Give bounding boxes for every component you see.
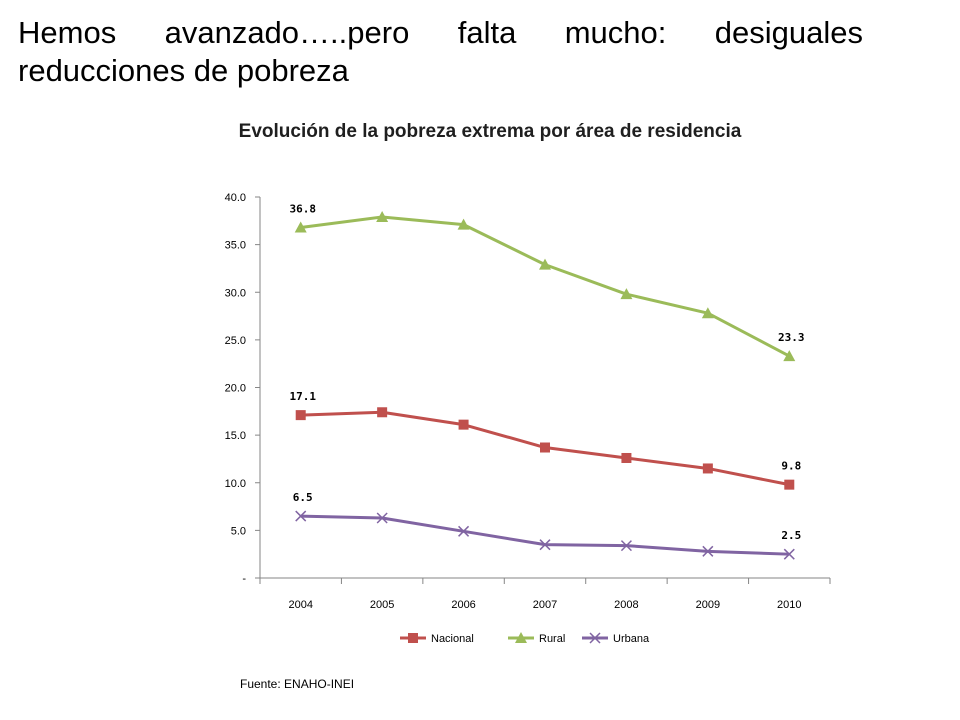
data-point-urbana [702, 545, 714, 557]
x-tick-label: 2006 [451, 599, 475, 611]
data-point-urbana [376, 512, 388, 524]
x-tick-label: 2004 [288, 599, 312, 611]
data-point-urbana [539, 539, 551, 551]
x-tick-label: 2005 [370, 599, 394, 611]
y-tick-label: 10.0 [225, 478, 246, 490]
data-point-nacional [702, 463, 713, 474]
x-tick-label: 2007 [533, 599, 557, 611]
legend-marker-urbana [589, 632, 601, 644]
y-tick-label: 20.0 [225, 383, 246, 395]
chart-title: Evolución de la pobreza extrema por área… [238, 121, 742, 142]
data-point-rural [457, 218, 470, 230]
slide-title: Hemos avanzado…..pero falta mucho: desig… [18, 15, 863, 88]
data-point-rural [539, 258, 551, 270]
data-label-urbana: 2.5 [781, 529, 801, 542]
data-point-rural [294, 221, 307, 233]
y-tick-label: 5.0 [231, 525, 246, 537]
y-tick-label: - [242, 573, 246, 585]
data-label-rural: 36.8 [289, 202, 316, 215]
x-tick-label: 2008 [614, 599, 638, 611]
data-label-nacional: 9.8 [781, 460, 801, 473]
legend-label-rural: Rural [539, 633, 565, 645]
data-point-nacional [621, 452, 632, 463]
data-point-nacional [458, 419, 469, 430]
legend: Nacional Rural Urbana [400, 632, 650, 645]
data-label-nacional: 17.1 [289, 390, 316, 403]
x-tick-label: 2010 [777, 599, 801, 611]
legend-label-urbana: Urbana [613, 633, 650, 645]
y-tick-label: 15.0 [225, 430, 246, 442]
data-point-nacional [377, 407, 388, 418]
source-note: Fuente: ENAHO-INEI [240, 677, 355, 691]
data-label-urbana: 6.5 [293, 491, 313, 504]
data-point-rural [701, 307, 714, 319]
data-point-nacional [295, 410, 306, 421]
data-point-nacional [784, 479, 795, 490]
series-line-urbana [300, 514, 790, 556]
data-point-rural [376, 211, 389, 223]
axes: - 5.0 10.0 15.0 20.0 25.0 30.0 35.0 40.0 2004 2005… [225, 192, 831, 611]
legend-marker-rural [515, 632, 527, 643]
y-tick-label: 40.0 [225, 192, 246, 204]
y-tick-label: 30.0 [225, 287, 246, 299]
data-point-nacional [540, 442, 550, 453]
x-tick-label: 2009 [696, 599, 720, 611]
data-point-urbana [295, 510, 307, 522]
y-tick-label: 25.0 [225, 335, 246, 347]
data-point-rural [620, 288, 633, 300]
data-label-rural: 23.3 [778, 331, 805, 344]
y-tick-label: 35.0 [225, 240, 246, 252]
series-group [294, 211, 796, 560]
legend-label-nacional: Nacional [431, 633, 474, 645]
data-point-urbana [783, 548, 795, 560]
legend-marker-nacional [408, 633, 418, 643]
data-labels: 17.1 9.8 36.8 23.3 6.5 2.5 [289, 202, 804, 542]
data-point-urbana [458, 525, 470, 537]
series-line-rural [300, 215, 790, 358]
data-point-rural [783, 350, 796, 362]
data-point-urbana [620, 540, 632, 552]
